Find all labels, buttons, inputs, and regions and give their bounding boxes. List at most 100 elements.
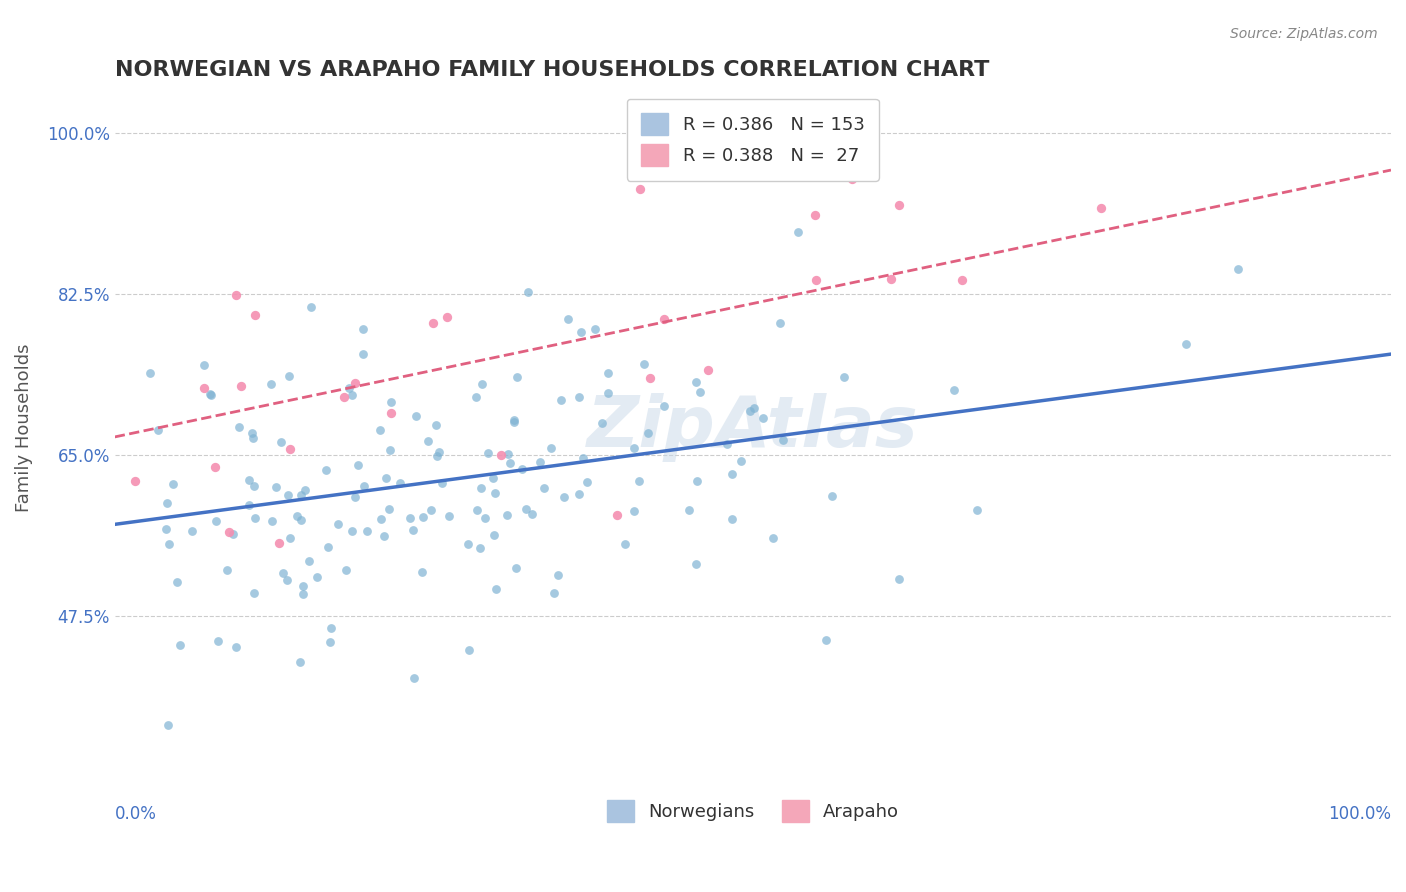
Point <box>238 499 260 513</box>
Y-axis label: Family Households: Family Households <box>15 343 32 512</box>
Point <box>292 587 315 601</box>
Point <box>540 441 562 455</box>
Point <box>225 288 247 302</box>
Point <box>465 391 488 405</box>
Point <box>399 511 422 525</box>
Point <box>373 529 395 543</box>
Point <box>495 508 517 522</box>
Point <box>370 512 392 526</box>
Point <box>772 434 794 448</box>
Point <box>271 566 294 580</box>
Point <box>166 575 188 590</box>
Point <box>353 479 375 493</box>
Point <box>485 582 508 596</box>
Point <box>474 510 496 524</box>
Point <box>278 369 301 384</box>
Point <box>315 463 337 477</box>
Point <box>277 488 299 502</box>
Point <box>238 473 260 487</box>
Point <box>269 536 291 550</box>
Point <box>806 272 828 286</box>
Point <box>505 561 527 575</box>
Point <box>418 434 440 448</box>
Point <box>229 379 252 393</box>
Point <box>596 386 619 401</box>
Point <box>425 417 447 432</box>
Point <box>633 357 655 371</box>
Point <box>591 416 613 430</box>
Legend: Norwegians, Arapaho: Norwegians, Arapaho <box>599 793 907 830</box>
Point <box>299 300 322 314</box>
Point <box>285 508 308 523</box>
Point <box>569 325 592 339</box>
Point <box>966 503 988 517</box>
Point <box>335 563 357 577</box>
Point <box>553 490 575 504</box>
Point <box>326 516 349 531</box>
Point <box>146 424 169 438</box>
Point <box>457 537 479 551</box>
Point <box>502 413 524 427</box>
Point <box>467 503 489 517</box>
Point <box>276 573 298 587</box>
Point <box>222 527 245 541</box>
Point <box>499 456 522 470</box>
Point <box>356 524 378 538</box>
Point <box>200 387 222 401</box>
Point <box>576 475 599 490</box>
Point <box>412 509 434 524</box>
Point <box>378 442 401 457</box>
Point <box>1174 337 1197 351</box>
Point <box>193 358 215 372</box>
Point <box>340 524 363 538</box>
Text: Source: ZipAtlas.com: Source: ZipAtlas.com <box>1230 27 1378 41</box>
Point <box>505 369 527 384</box>
Point <box>380 406 402 420</box>
Point <box>278 531 301 545</box>
Point <box>652 399 675 413</box>
Point <box>804 208 827 222</box>
Point <box>568 391 591 405</box>
Point <box>245 309 267 323</box>
Point <box>484 527 506 541</box>
Point <box>342 388 364 402</box>
Point <box>477 445 499 459</box>
Point <box>193 381 215 395</box>
Point <box>596 366 619 380</box>
Point <box>278 442 301 456</box>
Point <box>290 512 312 526</box>
Point <box>352 322 374 336</box>
Point <box>181 524 204 538</box>
Point <box>319 621 342 635</box>
Point <box>510 461 533 475</box>
Point <box>380 395 402 409</box>
Point <box>243 479 266 493</box>
Text: 0.0%: 0.0% <box>115 805 156 823</box>
Point <box>943 383 966 397</box>
Point <box>242 431 264 445</box>
Point <box>346 458 368 473</box>
Point <box>298 554 321 568</box>
Point <box>484 486 506 500</box>
Point <box>437 508 460 523</box>
Point <box>243 511 266 525</box>
Point <box>751 411 773 425</box>
Point <box>627 474 650 488</box>
Point <box>198 387 221 401</box>
Point <box>832 370 855 384</box>
Point <box>879 272 901 286</box>
Point <box>740 403 762 417</box>
Point <box>744 401 766 416</box>
Text: NORWEGIAN VS ARAPAHO FAMILY HOUSEHOLDS CORRELATION CHART: NORWEGIAN VS ARAPAHO FAMILY HOUSEHOLDS C… <box>115 60 990 79</box>
Point <box>242 585 264 599</box>
Point <box>344 490 367 504</box>
Point <box>583 322 606 336</box>
Point <box>305 569 328 583</box>
Point <box>696 363 718 377</box>
Point <box>402 671 425 685</box>
Text: ZipAtlas: ZipAtlas <box>586 393 918 462</box>
Point <box>204 460 226 475</box>
Point <box>124 474 146 488</box>
Point <box>318 540 340 554</box>
Point <box>814 633 837 648</box>
